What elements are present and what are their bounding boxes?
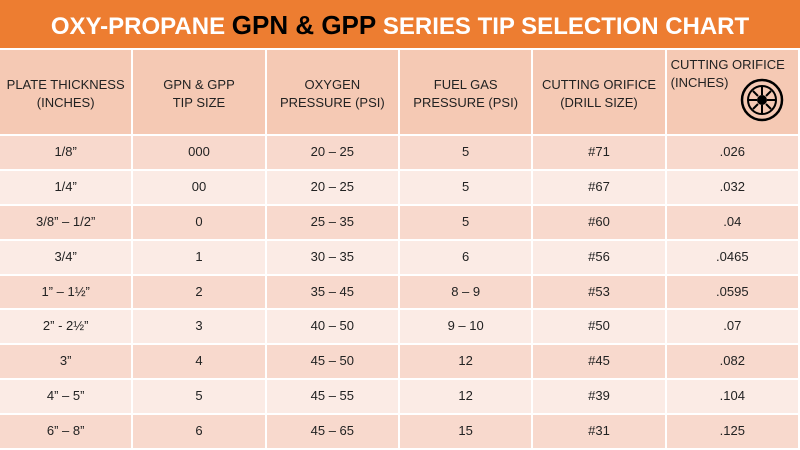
header-cell: GPN & GPP TIP SIZE [133, 50, 267, 136]
table-cell: .0465 [666, 240, 800, 276]
table-cell: 30 – 35 [266, 240, 400, 276]
table-cell: 3 [133, 310, 267, 346]
header-text: PRESSURE (PSI) [413, 95, 519, 110]
table-cell: #53 [533, 275, 667, 311]
header-cell: CUTTING ORIFICE (DRILL SIZE) [533, 50, 667, 136]
table-cell: #39 [533, 380, 667, 416]
orifice-icon [740, 78, 784, 122]
table-cell: #71 [533, 136, 667, 171]
table-cell: 5 [133, 380, 267, 416]
table-cell: 0 [133, 205, 267, 241]
table-cell: 2 [133, 275, 267, 311]
table-cell: .04 [666, 205, 800, 241]
table-cell: #67 [533, 170, 667, 206]
header-cell: CUTTING ORIFICE (INCHES) [666, 50, 800, 136]
table-cell: #31 [533, 415, 667, 450]
table-cell: 1/8” [0, 136, 134, 171]
title-bar: OXY-PROPANE GPN & GPP SERIES TIP SELECTI… [0, 0, 800, 48]
header-cell: FUEL GAS PRESSURE (PSI) [400, 50, 534, 136]
table-cell: 40 – 50 [266, 310, 400, 346]
table-cell: 2” - 2½” [0, 310, 134, 346]
table-cell: 12 [400, 345, 534, 381]
table-cell: .104 [666, 380, 800, 416]
table-cell: 8 – 9 [400, 275, 534, 311]
header-text: PRESSURE (PSI) [279, 95, 385, 110]
title-suffix: SERIES TIP SELECTION CHART [382, 13, 750, 40]
header-cell: OXYGEN PRESSURE (PSI) [266, 50, 400, 136]
table-cell: 45 – 65 [266, 415, 400, 450]
table-cell: 6” – 8” [0, 415, 134, 450]
header-text: TIP SIZE [172, 95, 226, 110]
header-text: FUEL GAS [433, 77, 498, 92]
table-cell: 3/8” – 1/2” [0, 205, 134, 241]
table-cell: 25 – 35 [266, 205, 400, 241]
table-cell: 1/4” [0, 170, 134, 206]
table-cell: #56 [533, 240, 667, 276]
table-cell: 9 – 10 [400, 310, 534, 346]
table-cell: 15 [400, 415, 534, 450]
header-text: PLATE THICKNESS [6, 77, 125, 92]
table-cell: 00 [133, 170, 267, 206]
table-cell: 35 – 45 [266, 275, 400, 311]
title-highlight: GPN & GPP [231, 10, 377, 40]
header-text: GPN & GPP [163, 77, 235, 92]
table-cell: .082 [666, 345, 800, 381]
table-cell: #45 [533, 345, 667, 381]
header-text: (INCHES) [36, 95, 95, 110]
title-prefix: OXY-PROPANE [50, 13, 226, 40]
table-cell: 20 – 25 [266, 136, 400, 171]
table-cell: 5 [400, 170, 534, 206]
table-cell: 45 – 55 [266, 380, 400, 416]
table-cell: 4” – 5” [0, 380, 134, 416]
table-cell: 5 [400, 136, 534, 171]
header-text: CUTTING ORIFICE [541, 77, 657, 92]
header-text: OXYGEN [304, 77, 361, 92]
header-text: (INCHES) [670, 75, 729, 90]
table-cell: 1” – 1½” [0, 275, 134, 311]
header-text: (DRILL SIZE) [560, 95, 638, 110]
table-cell: 3/4” [0, 240, 134, 276]
table-cell: 5 [400, 205, 534, 241]
table-cell: 6 [133, 415, 267, 450]
table-cell: #50 [533, 310, 667, 346]
table-cell: 6 [400, 240, 534, 276]
header-cell: PLATE THICKNESS (INCHES) [0, 50, 134, 136]
table-cell: 20 – 25 [266, 170, 400, 206]
table-cell: .032 [666, 170, 800, 206]
table-cell: .026 [666, 136, 800, 171]
table-cell: 4 [133, 345, 267, 381]
table-cell: .125 [666, 415, 800, 450]
table-cell: .07 [666, 310, 800, 346]
header-text: CUTTING ORIFICE [670, 57, 785, 72]
table-cell: #60 [533, 205, 667, 241]
table-cell: 1 [133, 240, 267, 276]
table: PLATE THICKNESS (INCHES) GPN & GPP TIP SIZE… [0, 50, 800, 450]
table-cell: 3” [0, 345, 134, 381]
table-cell: 12 [400, 380, 534, 416]
table-cell: 000 [133, 136, 267, 171]
table-cell: 45 – 50 [266, 345, 400, 381]
table-cell: .0595 [666, 275, 800, 311]
